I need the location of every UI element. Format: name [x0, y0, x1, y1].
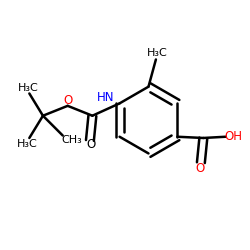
- Text: CH₃: CH₃: [62, 135, 82, 145]
- Text: O: O: [86, 138, 96, 151]
- Text: OH: OH: [224, 130, 242, 142]
- Text: O: O: [195, 162, 204, 175]
- Text: H₃C: H₃C: [18, 82, 38, 92]
- Text: HN: HN: [97, 91, 115, 104]
- Text: H₃C: H₃C: [16, 139, 37, 149]
- Text: O: O: [64, 94, 73, 107]
- Text: H₃C: H₃C: [147, 48, 168, 58]
